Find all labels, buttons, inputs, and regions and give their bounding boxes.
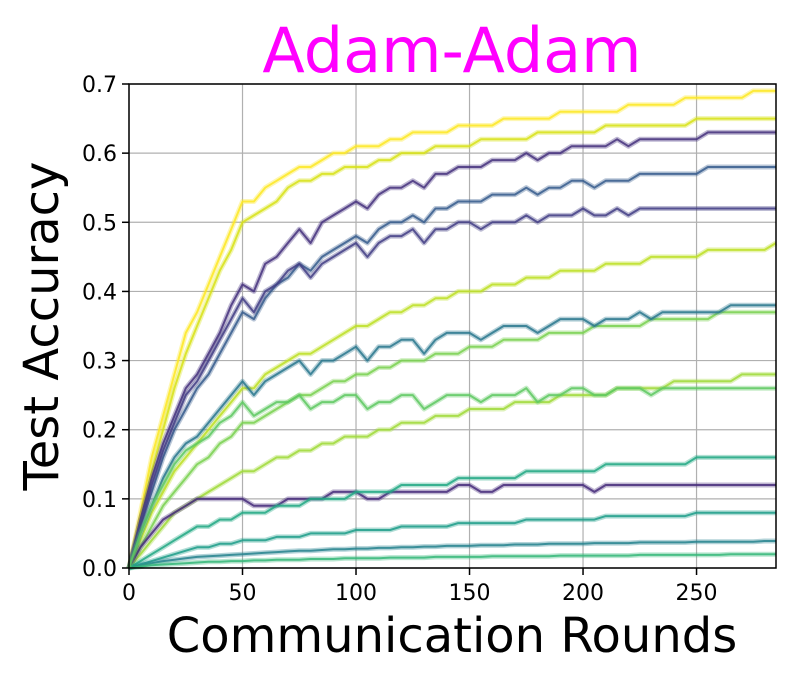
series-layer — [126, 88, 778, 571]
x-tick-label: 100 — [335, 581, 377, 606]
plot-frame — [128, 83, 777, 569]
x-tick-label: 200 — [562, 581, 604, 606]
series-line — [128, 242, 777, 569]
series-line — [128, 511, 776, 569]
x-tick-label: 50 — [229, 581, 257, 606]
y-tick-label: 0.3 — [82, 350, 117, 375]
series-line — [128, 373, 776, 569]
series-line — [128, 484, 776, 569]
series-line — [128, 166, 776, 569]
series-line-halo — [127, 454, 776, 571]
y-tick-label: 0.4 — [82, 280, 117, 305]
x-tick-label: 150 — [449, 581, 491, 606]
x-tick-label: 250 — [676, 581, 718, 606]
y-tick-label: 0.0 — [82, 557, 117, 582]
x-axis-label: Communication Rounds — [167, 608, 737, 664]
y-tick-label: 0.6 — [82, 142, 117, 167]
series-line — [128, 89, 776, 569]
x-tick-label: 0 — [122, 581, 136, 606]
series-line — [128, 387, 776, 569]
series-line — [128, 553, 776, 569]
series-line — [128, 540, 776, 569]
series-line — [128, 207, 776, 569]
axes-layer: 0 50 100 150 200 250 0.0 0.1 0.2 0.3 0.4 0.5 0.6 0.7 — [82, 73, 777, 606]
series-line — [128, 304, 776, 569]
series-line — [128, 117, 776, 569]
y-tick-label: 0.1 — [82, 488, 117, 513]
y-axis-label: Test Accuracy — [14, 162, 70, 492]
series-line-halo — [126, 129, 776, 569]
series-line — [128, 311, 776, 569]
chart-title: Adam-Adam — [262, 14, 641, 87]
y-tick-label: 0.2 — [82, 419, 117, 444]
series-line — [128, 456, 776, 569]
y-tick-label: 0.5 — [82, 211, 117, 236]
y-tick-label: 0.7 — [82, 73, 117, 98]
series-line — [128, 131, 776, 569]
